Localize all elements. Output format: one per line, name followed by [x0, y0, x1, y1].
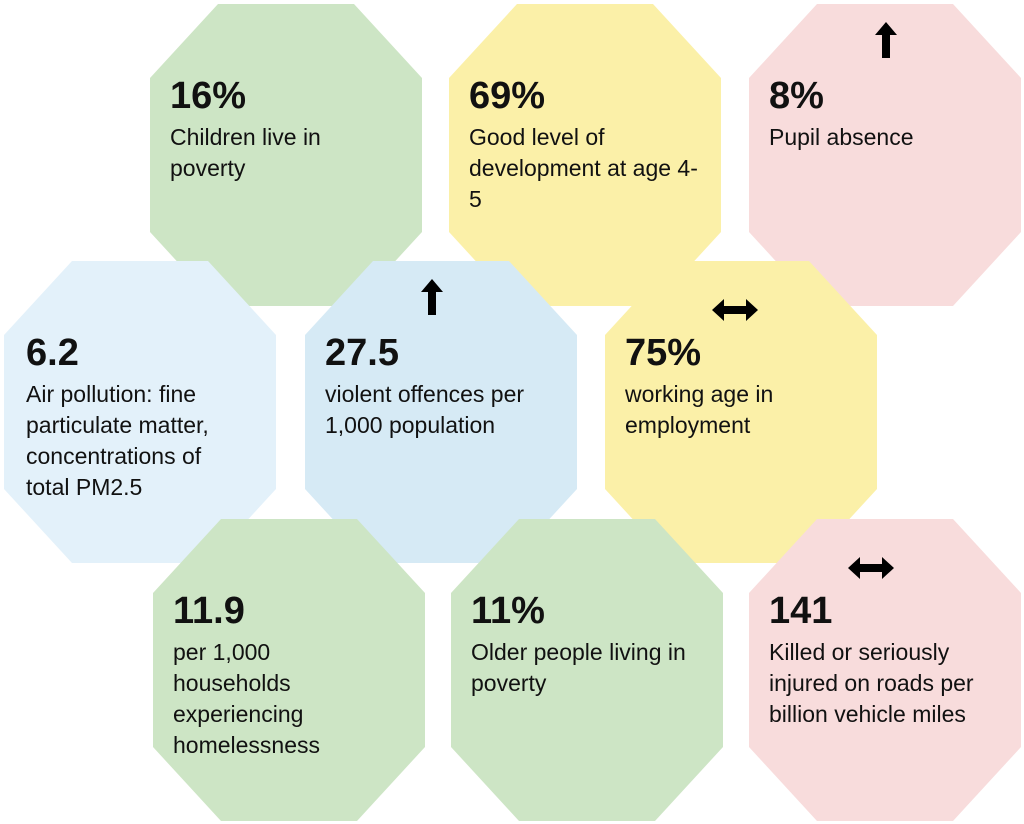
tile-label: Older people living in poverty: [471, 639, 686, 696]
hexagon-shape: [305, 261, 577, 563]
hexagon-shape: [749, 519, 1021, 821]
up-arrow-icon: [421, 279, 443, 315]
tile-homelessness: 11.9 per 1,000 households experiencing h…: [151, 517, 427, 823]
tile-value: 69%: [469, 75, 546, 117]
tile-value: 16%: [170, 75, 247, 117]
hexagon-shape: [449, 4, 721, 306]
tile-pupil-absence: 8% Pupil absence: [747, 2, 1023, 308]
tile-label: working age in employment: [625, 381, 774, 438]
tile-label: Children live in poverty: [170, 124, 321, 181]
tile-road-casualties: 141 Killed or seriously injured on roads…: [747, 517, 1023, 823]
hexagon-shape: [451, 519, 723, 821]
tile-value: 11%: [471, 590, 545, 632]
tile-label: Good level of development at age 4-5: [469, 124, 698, 212]
hexagon-shape: [605, 261, 877, 563]
hexagon-shape: [153, 519, 425, 821]
tile-label: Pupil absence: [769, 124, 914, 150]
hexagon-shape: [749, 4, 1021, 306]
tile-children-poverty: 16% Children live in poverty: [148, 2, 424, 308]
tile-violent-offences: 27.5 violent offences per 1,000 populati…: [303, 259, 579, 565]
tile-early-development: 69% Good level of development at age 4-5: [447, 2, 723, 308]
hexagon-shape: [4, 261, 276, 563]
tile-label: per 1,000 households experiencing homele…: [173, 639, 321, 758]
tile-label: Killed or seriously injured on roads per…: [769, 639, 974, 727]
left-right-arrow-icon: [712, 299, 758, 321]
tile-value: 8%: [769, 75, 824, 117]
left-right-arrow-icon: [848, 557, 894, 579]
tile-value: 6.2: [26, 332, 79, 374]
tile-label: Air pollution: fine particulate matter, …: [26, 381, 209, 500]
tile-label: violent offences per 1,000 population: [325, 381, 525, 438]
hexagon-shape: [150, 4, 422, 306]
tile-value: 141: [769, 590, 833, 632]
tile-value: 75%: [625, 332, 702, 374]
tile-older-poverty: 11% Older people living in poverty: [449, 517, 725, 823]
tile-employment: 75% working age in employment: [603, 259, 879, 565]
tile-air-pollution: 6.2 Air pollution: fine particulate matt…: [2, 259, 278, 565]
tile-value: 11.9: [173, 590, 245, 632]
tile-value: 27.5: [325, 332, 399, 374]
up-arrow-icon: [875, 22, 897, 58]
